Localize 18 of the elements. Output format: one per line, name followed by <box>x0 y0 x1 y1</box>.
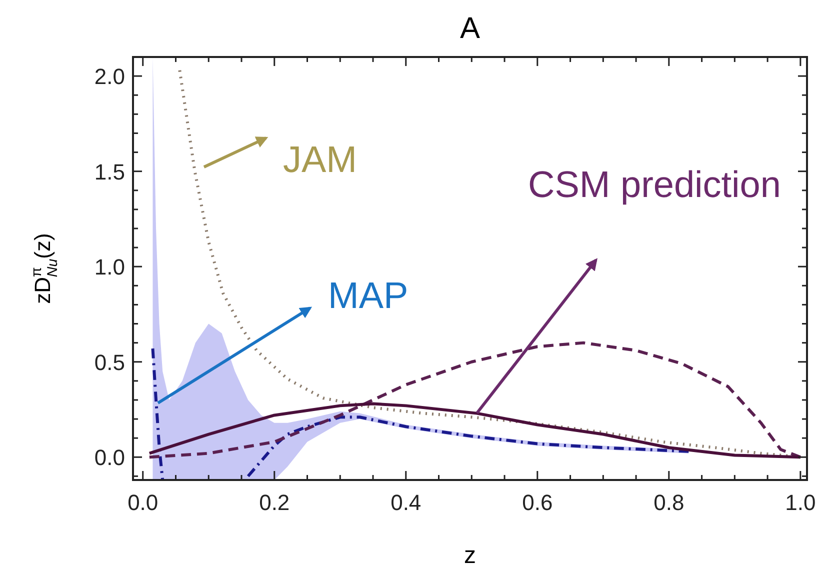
y-tick-label: 0.5 <box>94 350 125 375</box>
x-tick-label: 0.8 <box>654 490 684 515</box>
annotation: CSM prediction <box>528 164 781 205</box>
chart-title: A <box>460 12 480 45</box>
annotation: JAM <box>283 139 357 180</box>
x-axis-title: z <box>464 542 476 569</box>
x-tick-label: 0.4 <box>390 490 422 515</box>
line-series <box>148 341 802 459</box>
annotation: MAP <box>328 275 408 316</box>
x-tick-label: 1.0 <box>785 490 816 515</box>
x-tick-label: 0.6 <box>522 490 553 515</box>
line-series <box>148 402 802 459</box>
x-tick-label: 0.2 <box>259 490 290 515</box>
x-tick-label: 0.0 <box>128 490 158 515</box>
y-tick-label: 1.5 <box>94 159 125 184</box>
y-tick-label: 0.0 <box>94 445 125 470</box>
y-tick-label: 1.0 <box>94 254 125 280</box>
y-tick-label: 2.0 <box>94 64 125 90</box>
